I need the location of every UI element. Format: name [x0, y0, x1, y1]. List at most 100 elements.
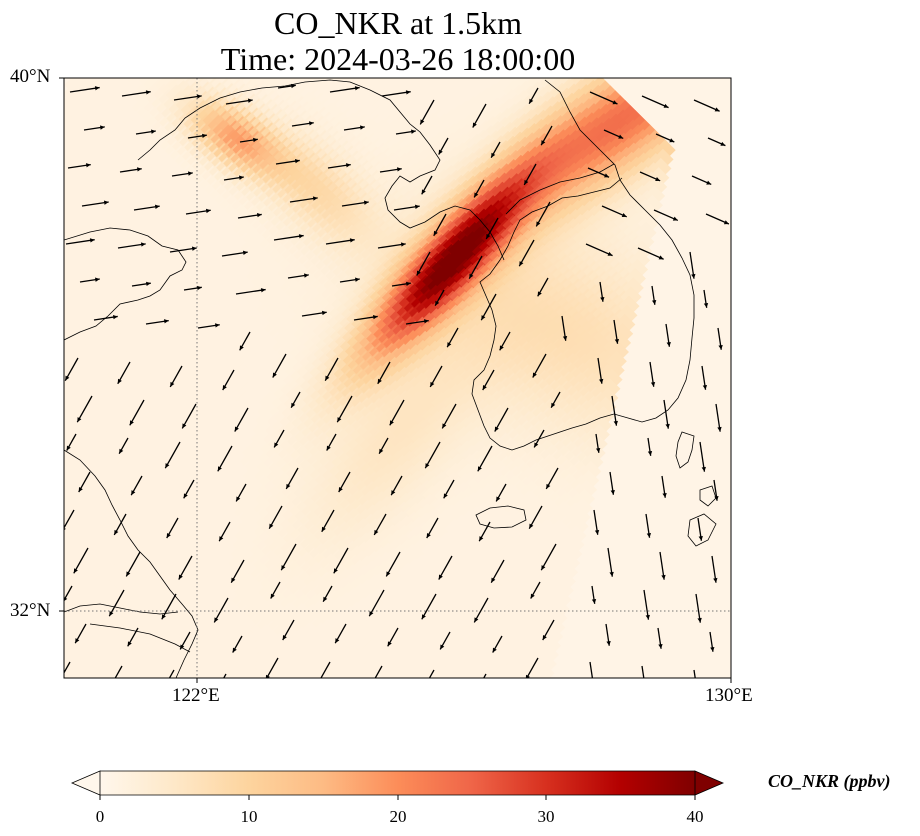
field-cell — [64, 370, 66, 392]
field-cell — [343, 78, 365, 79]
field-cell — [36, 486, 57, 507]
field-cell — [235, 683, 256, 704]
field-cell — [41, 254, 62, 275]
field-cell — [42, 515, 63, 536]
field-cell — [32, 426, 53, 447]
field-cell — [37, 296, 58, 317]
field-cell — [32, 268, 53, 289]
field-cell — [88, 684, 109, 705]
field-cell — [37, 510, 58, 531]
field-cell — [35, 440, 56, 461]
concentration-field — [30, 50, 676, 711]
field-cell — [235, 51, 256, 72]
field-cell — [131, 50, 152, 71]
field-cell — [116, 78, 138, 80]
field-cell — [131, 682, 152, 703]
field-cell — [319, 56, 340, 77]
field-cell — [128, 78, 150, 81]
field-cell — [39, 287, 60, 308]
field-cell — [37, 194, 58, 215]
field-cell — [30, 458, 51, 479]
field-cell — [350, 53, 371, 74]
field-cell — [399, 56, 420, 77]
field-cell — [95, 680, 116, 701]
field-cell — [356, 690, 377, 711]
field-cell — [411, 56, 432, 77]
field-cell — [112, 54, 133, 75]
field-cell — [434, 78, 457, 79]
field-cell — [39, 579, 60, 600]
field-cell — [303, 682, 324, 703]
field-cell — [394, 51, 415, 72]
field-cell — [266, 680, 287, 701]
field-cell — [358, 681, 379, 702]
field-cell — [261, 675, 283, 678]
field-cell — [144, 683, 165, 704]
field-cell — [307, 55, 328, 76]
field-cell — [30, 537, 51, 558]
field-cell — [367, 78, 389, 80]
field-cell — [42, 436, 63, 457]
field-cell — [100, 53, 121, 74]
field-cell — [64, 156, 67, 179]
field-cell — [315, 683, 336, 704]
field-cell — [331, 57, 352, 78]
field-cell — [334, 679, 355, 700]
field-cell — [406, 51, 427, 72]
field-cell — [107, 681, 128, 702]
field-cell — [64, 561, 65, 583]
field-cell — [264, 690, 285, 711]
field-cell — [32, 212, 53, 233]
field-cell — [30, 277, 51, 298]
field-cell — [379, 78, 401, 81]
field-cell — [124, 54, 145, 75]
field-cell — [522, 53, 543, 74]
field-cell — [308, 687, 329, 708]
field-cell — [64, 347, 65, 369]
field-cell — [490, 56, 511, 77]
field-cell — [534, 54, 555, 75]
field-cell — [39, 342, 60, 363]
field-cell — [30, 435, 51, 456]
field-cell — [42, 301, 63, 322]
field-cell — [37, 375, 58, 396]
field-cell — [283, 686, 304, 707]
field-cell — [320, 688, 341, 709]
field-cell — [179, 53, 200, 74]
field-cell — [30, 356, 51, 377]
field-cell — [64, 324, 65, 346]
field-cell — [64, 166, 65, 188]
field-cell — [346, 680, 367, 701]
field-cell — [35, 384, 56, 405]
field-cell — [208, 78, 230, 81]
field-cell — [38, 319, 59, 340]
field-cell — [466, 55, 487, 76]
map-title: CO_NKR at 1.5km — [274, 5, 522, 41]
field-cell — [76, 684, 97, 705]
field-cell — [38, 556, 59, 577]
field-cell — [119, 681, 140, 702]
field-cell — [37, 352, 58, 373]
field-cell — [297, 677, 319, 678]
field-cell — [332, 689, 353, 710]
field-cell — [40, 626, 61, 647]
field-cell — [247, 684, 268, 705]
field-cell — [155, 51, 176, 72]
field-cell — [223, 683, 244, 704]
field-cell — [151, 679, 172, 700]
field-cell — [36, 407, 57, 428]
field-cell — [291, 682, 312, 703]
field-cell — [42, 380, 63, 401]
field-cell — [64, 268, 65, 290]
field-cell — [430, 53, 451, 74]
field-cell — [114, 676, 136, 678]
field-cell — [43, 538, 64, 559]
field-cell — [34, 496, 55, 517]
field-cell — [41, 649, 62, 670]
field-cell — [148, 56, 169, 77]
field-cell — [39, 208, 60, 229]
field-cell — [136, 687, 157, 708]
field-cell — [160, 56, 181, 77]
field-cell — [353, 675, 375, 678]
